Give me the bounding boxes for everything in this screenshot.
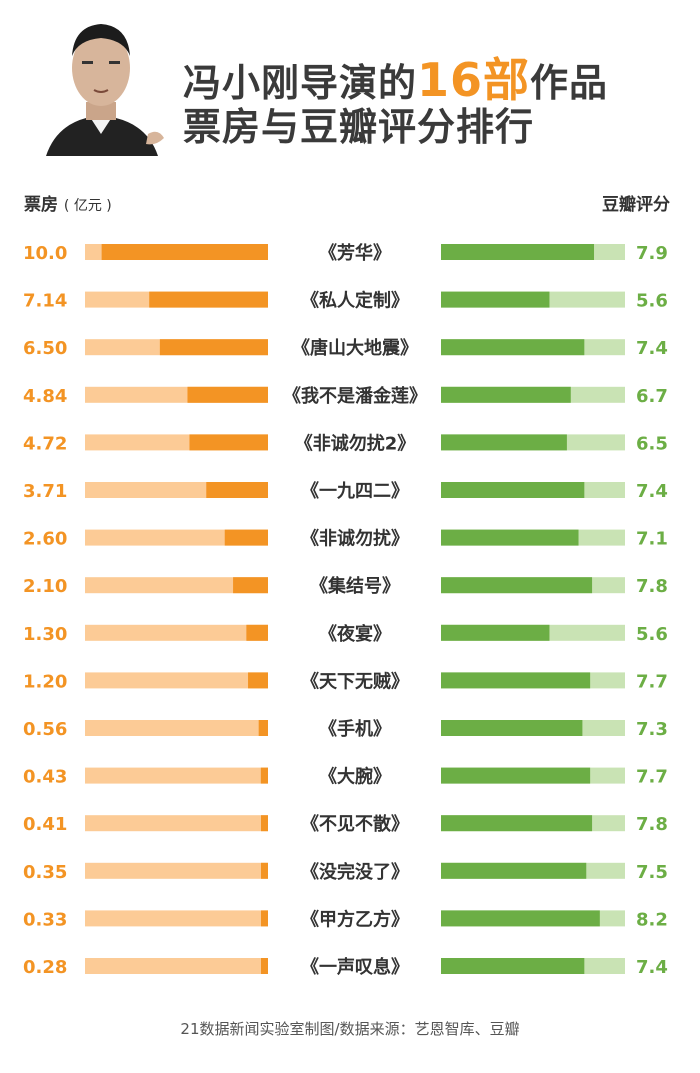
film-title: 《没完没了》 <box>301 861 409 883</box>
film-title: 《大腕》 <box>319 766 391 788</box>
rating-value: 6.5 <box>636 433 668 454</box>
rating-bar <box>441 291 550 308</box>
box-office-track <box>85 624 268 641</box>
chart-title-line-2: 票房与豆瓣评分排行 <box>183 105 535 149</box>
box-office-value: 2.10 <box>23 576 67 597</box>
rating-value: 7.9 <box>636 243 668 264</box>
rating-value: 7.3 <box>636 719 668 740</box>
box-office-bar <box>246 624 268 641</box>
film-title: 《一声叹息》 <box>301 956 409 978</box>
box-office-value: 0.41 <box>23 814 67 835</box>
box-office-track <box>85 577 268 594</box>
rating-bar <box>441 958 585 974</box>
box-office-value: 0.28 <box>23 957 67 978</box>
rating-bar <box>441 529 579 546</box>
rating-bar <box>441 910 600 927</box>
box-office-value: 0.33 <box>23 909 67 930</box>
film-title: 《私人定制》 <box>301 290 409 312</box>
rating-value: 7.5 <box>636 862 668 883</box>
film-title: 《我不是潘金莲》 <box>283 385 427 407</box>
box-office-value: 4.72 <box>23 433 67 454</box>
rating-value: 7.7 <box>636 767 668 788</box>
rating-bar <box>441 339 585 356</box>
rating-value: 7.8 <box>636 814 668 835</box>
director-portrait <box>46 24 164 156</box>
rating-value: 5.6 <box>636 291 668 312</box>
box-office-value: 7.14 <box>23 291 67 312</box>
rating-value: 8.2 <box>636 909 668 930</box>
rating-bar <box>441 577 593 594</box>
film-title: 《芳华》 <box>319 242 391 264</box>
rating-column-header: 豆瓣评分 <box>602 195 670 215</box>
box-office-bar <box>260 767 268 784</box>
box-office-value: 1.30 <box>23 624 67 645</box>
box-office-value: 6.50 <box>23 338 67 359</box>
box-office-track <box>85 767 268 784</box>
box-office-bar <box>101 244 269 260</box>
box-office-value: 0.56 <box>23 719 67 740</box>
box-office-bar <box>149 291 268 308</box>
box-office-track <box>85 815 268 832</box>
box-office-bar <box>206 482 268 498</box>
box-office-bar <box>261 815 268 832</box>
rating-bar <box>441 672 591 689</box>
film-title: 《手机》 <box>319 718 391 740</box>
rating-value: 7.1 <box>636 529 668 550</box>
box-office-column-header: 票房 ( 亿元 ) <box>24 195 112 215</box>
rating-bar <box>441 434 567 451</box>
box-office-bar <box>261 910 268 927</box>
rating-bar <box>441 862 587 879</box>
film-title: 《非诚勿扰》 <box>301 528 409 550</box>
source-footer: 21数据新闻实验室制图/数据来源：艺恩智库、豆瓣 <box>180 1020 520 1038</box>
box-office-bar <box>261 862 268 879</box>
box-office-bar <box>159 339 268 356</box>
box-office-track <box>85 529 268 546</box>
box-office-bar <box>189 434 268 451</box>
box-office-bar <box>261 958 268 974</box>
box-office-value: 0.35 <box>23 862 67 883</box>
box-office-bar <box>248 672 268 689</box>
box-office-value: 4.84 <box>23 386 67 407</box>
film-title: 《甲方乙方》 <box>301 908 409 930</box>
rating-bar <box>441 482 585 498</box>
box-office-bar <box>224 529 268 546</box>
box-office-value: 3.71 <box>23 481 67 502</box>
box-office-bar <box>258 720 268 736</box>
film-title: 《不见不散》 <box>301 813 409 835</box>
film-title: 《集结号》 <box>310 575 400 597</box>
box-office-bar <box>233 577 268 594</box>
rating-value: 7.7 <box>636 671 668 692</box>
film-title: 《夜宴》 <box>319 623 391 645</box>
rating-bar <box>441 767 591 784</box>
chart-title-line-1: 冯小刚导演的16部作品 <box>183 53 609 107</box>
film-title: 《天下无贼》 <box>301 670 409 692</box>
film-title: 《一九四二》 <box>301 481 409 502</box>
box-office-unit: ( 亿元 ) <box>63 198 112 214</box>
rating-bar <box>441 815 593 832</box>
rating-value: 7.4 <box>636 957 668 978</box>
rating-bar <box>441 720 583 736</box>
rating-value: 7.4 <box>636 481 668 502</box>
rating-value: 5.6 <box>636 624 668 645</box>
title-highlight-count: 16部 <box>417 53 531 107</box>
box-office-track <box>85 910 268 927</box>
box-office-value: 0.43 <box>23 767 67 788</box>
box-office-value: 2.60 <box>23 529 67 550</box>
rating-value: 7.4 <box>636 338 668 359</box>
box-office-track <box>85 862 268 879</box>
rating-value: 6.7 <box>636 386 668 407</box>
box-office-bar <box>187 386 268 403</box>
box-office-value: 10.0 <box>23 243 67 264</box>
box-office-track <box>85 720 268 736</box>
rating-value: 7.8 <box>636 576 668 597</box>
rating-bar <box>441 624 550 641</box>
box-office-track <box>85 672 268 689</box>
box-office-track <box>85 958 268 974</box>
rating-bar <box>441 386 571 403</box>
rating-bar <box>441 244 595 260</box>
box-office-value: 1.20 <box>23 671 67 692</box>
film-title: 《唐山大地震》 <box>292 337 418 359</box>
film-title: 《非诚勿扰2》 <box>295 432 416 454</box>
